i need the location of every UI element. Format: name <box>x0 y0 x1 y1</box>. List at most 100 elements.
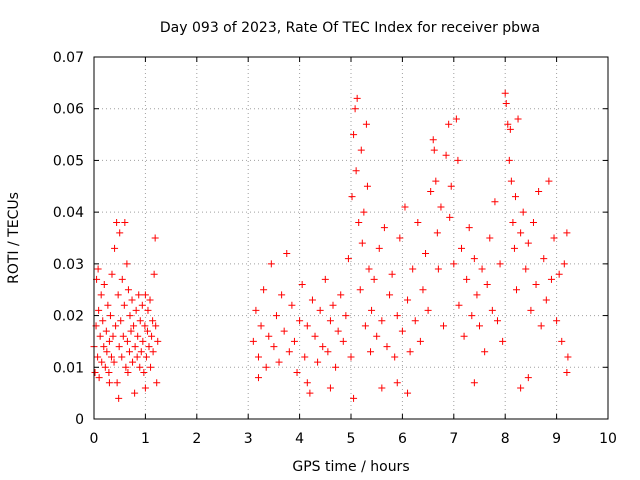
data-point <box>357 146 365 154</box>
data-point <box>409 265 417 273</box>
data-point <box>351 105 359 113</box>
data-point <box>147 363 155 371</box>
data-point <box>440 322 448 330</box>
y-tick-label: 0.02 <box>53 309 84 325</box>
data-point <box>478 265 486 273</box>
data-point <box>404 296 412 304</box>
y-tick-label: 0.05 <box>53 153 84 169</box>
data-point <box>97 291 105 299</box>
data-point <box>104 301 112 309</box>
y-tick-label: 0.04 <box>53 205 84 221</box>
data-point <box>91 368 99 376</box>
data-point <box>265 332 273 340</box>
data-point <box>450 260 458 268</box>
data-point <box>152 322 160 330</box>
data-point <box>383 343 391 351</box>
data-point <box>100 281 108 289</box>
data-point <box>378 384 386 392</box>
data-point <box>347 353 355 361</box>
x-tick-label: 10 <box>599 431 617 447</box>
data-point <box>254 374 262 382</box>
x-axis-label: GPS time / hours <box>292 459 409 475</box>
data-point <box>106 312 114 320</box>
data-point <box>125 348 133 356</box>
data-point <box>149 348 157 356</box>
data-point <box>404 389 412 397</box>
data-point <box>350 394 358 402</box>
data-point <box>285 348 293 356</box>
data-point <box>321 275 329 283</box>
data-point <box>127 327 135 335</box>
data-point <box>447 182 455 190</box>
data-point <box>254 353 262 361</box>
data-point <box>114 291 122 299</box>
data-point <box>502 100 510 108</box>
data-point <box>123 260 131 268</box>
y-tick-label: 0.07 <box>53 50 84 66</box>
data-point <box>522 265 530 273</box>
data-point <box>144 306 152 314</box>
data-point <box>137 348 145 356</box>
data-point <box>94 353 102 361</box>
data-point <box>511 193 519 201</box>
data-point <box>134 332 142 340</box>
data-point <box>527 306 535 314</box>
data-point <box>342 312 350 320</box>
x-tick-label: 4 <box>295 431 304 447</box>
data-point <box>153 379 161 387</box>
data-point <box>393 379 401 387</box>
data-point <box>519 208 527 216</box>
data-point <box>288 301 296 309</box>
data-point <box>476 322 483 330</box>
data-point <box>361 322 369 330</box>
x-tick-label: 3 <box>244 431 253 447</box>
data-point <box>353 94 361 102</box>
data-point <box>564 353 572 361</box>
data-point <box>437 203 445 211</box>
data-point <box>334 327 342 335</box>
data-point <box>126 312 134 320</box>
x-tick-label: 0 <box>90 431 99 447</box>
data-point <box>433 229 441 237</box>
data-point <box>141 322 149 330</box>
data-point <box>373 332 381 340</box>
data-point <box>378 317 386 325</box>
x-tick-label: 2 <box>192 431 201 447</box>
data-point <box>296 317 304 325</box>
data-point <box>124 286 132 294</box>
data-point <box>391 353 399 361</box>
data-point <box>115 394 123 402</box>
data-point <box>95 306 103 314</box>
data-point <box>507 177 515 185</box>
data-point <box>362 120 370 128</box>
data-point <box>547 275 555 283</box>
data-point <box>553 317 561 325</box>
data-point <box>324 348 332 356</box>
data-point <box>311 332 319 340</box>
data-point <box>308 296 316 304</box>
data-point <box>555 270 563 278</box>
data-point <box>105 337 113 345</box>
data-point <box>339 337 347 345</box>
data-point <box>496 260 504 268</box>
data-point <box>513 286 521 294</box>
data-point <box>314 358 322 366</box>
data-point <box>542 296 550 304</box>
data-point <box>493 317 501 325</box>
data-point <box>301 353 309 361</box>
data-point <box>319 343 327 351</box>
data-point <box>398 327 406 335</box>
data-point <box>133 353 141 361</box>
data-point <box>124 368 132 376</box>
y-axis-label: ROTI / TECUs <box>6 192 22 284</box>
data-point <box>509 218 517 226</box>
data-point <box>131 343 139 351</box>
data-point <box>406 348 414 356</box>
data-point <box>142 353 150 361</box>
data-point <box>460 332 468 340</box>
data-point <box>140 368 148 376</box>
data-point <box>99 317 107 325</box>
data-point <box>141 291 149 299</box>
data-point <box>95 374 103 382</box>
